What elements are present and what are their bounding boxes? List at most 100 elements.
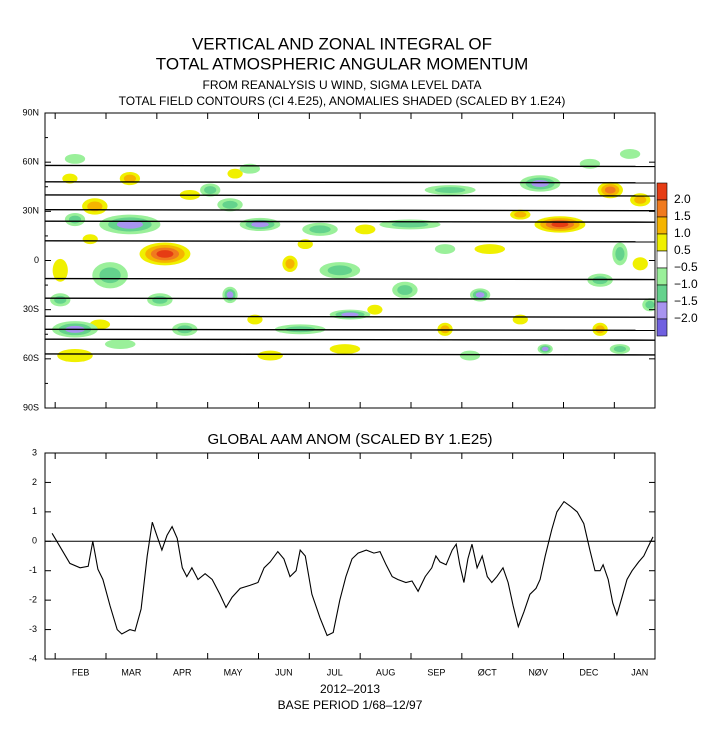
aam-line (51, 500, 654, 637)
subtitle: FROM REANALYSIS U WIND, SIGMA LEVEL DATA (203, 78, 482, 92)
anomaly-field (45, 149, 655, 363)
anomaly (512, 314, 528, 325)
anomaly (251, 221, 269, 228)
colorbar-bin (656, 267, 668, 286)
anomaly (156, 250, 174, 258)
x-tick-label: FEB (72, 667, 90, 677)
anomaly (341, 312, 359, 317)
y-tick-label: 1 (32, 506, 37, 516)
anomaly (327, 265, 353, 276)
colorbar-label: −0.5 (674, 260, 698, 274)
anomaly (116, 220, 143, 229)
anomaly (204, 186, 217, 194)
y-tick-label: 60N (22, 157, 39, 167)
anomaly (355, 224, 376, 235)
colorbar-bin (656, 284, 668, 303)
anomaly (474, 244, 506, 254)
y-tick-label: -2 (29, 595, 37, 605)
x-axis-label: 2012–2013 (320, 682, 380, 696)
anomaly (52, 258, 68, 282)
title: TOTAL ATMOSPHERIC ANGULAR MOMENTUM (156, 54, 528, 73)
contour-line (45, 328, 655, 332)
y-tick-label: 3 (32, 447, 37, 457)
contour-line (45, 164, 655, 168)
anomaly (87, 201, 103, 212)
anomaly (541, 346, 549, 352)
anomaly (62, 173, 78, 184)
anomaly (634, 195, 647, 204)
x-tick-label: NØV (528, 667, 548, 677)
contour-line (45, 181, 655, 184)
contour-line (45, 194, 655, 197)
x-tick-label: ØCT (478, 667, 498, 677)
y-tick-label: 30N (22, 206, 39, 216)
y-tick-label: 90N (22, 107, 39, 117)
contour-line (45, 220, 655, 223)
x-tick-label: SEP (427, 667, 445, 677)
anomaly (592, 276, 608, 285)
colorbar-label: 0.5 (674, 243, 691, 257)
colorbar-bin (656, 233, 668, 252)
contour-line (45, 297, 655, 300)
y-tick-label: 60S (23, 353, 39, 363)
anomaly (123, 174, 136, 183)
anomaly (226, 291, 234, 299)
colorbar-bin (656, 318, 668, 337)
colorbar-label: 2.0 (674, 192, 691, 206)
colorbar-label: −1.5 (674, 294, 698, 308)
y-tick-label: -3 (29, 624, 37, 634)
contour-line (45, 338, 655, 341)
y-tick-label: -4 (29, 653, 37, 663)
anomaly (475, 292, 485, 298)
x-tick-label: DEC (579, 667, 599, 677)
anomaly (434, 244, 456, 254)
y-tick-label: 30S (23, 304, 39, 314)
top-frame (44, 112, 656, 409)
anomaly (57, 349, 93, 363)
colorbar-bin (656, 199, 668, 218)
anomaly (104, 339, 136, 350)
subtitle: TOTAL FIELD CONTOURS (CI 4.E25), ANOMALI… (119, 94, 566, 108)
anomaly (309, 225, 331, 234)
panel-title: GLOBAL AAM ANOM (SCALED BY 1.E25) (207, 431, 492, 448)
contour-line (45, 353, 655, 356)
colorbar-bin (656, 250, 668, 269)
y-tick-label: -1 (29, 565, 37, 575)
x-tick-label: JUL (327, 667, 343, 677)
anomaly (459, 350, 481, 361)
anomaly (397, 285, 413, 295)
x-tick-label: JAN (631, 667, 648, 677)
anomaly (531, 179, 549, 187)
anomaly (285, 258, 295, 269)
anomaly (391, 221, 429, 228)
anomaly (99, 267, 121, 284)
anomaly (329, 344, 361, 354)
contour-line (45, 240, 655, 243)
x-tick-label: APR (173, 667, 192, 677)
anomaly (82, 234, 98, 245)
x-tick-label: AUG (376, 667, 396, 677)
contour-line (45, 277, 655, 281)
anomaly (595, 325, 605, 334)
anomaly (604, 186, 616, 194)
anomaly (579, 158, 601, 169)
contour-line (45, 208, 655, 212)
colorbar-bin (656, 216, 668, 235)
anomaly (619, 149, 641, 159)
anomaly (645, 300, 655, 309)
y-tick-label: 0 (34, 255, 39, 265)
x-tick-label: MAR (121, 667, 142, 677)
anomaly (222, 200, 238, 209)
anomaly (68, 215, 82, 224)
anomaly (434, 187, 466, 193)
x-tick-label: JUN (275, 667, 293, 677)
y-tick-label: 90S (23, 402, 39, 412)
title: VERTICAL AND ZONAL INTEGRAL OF (192, 34, 492, 53)
note: BASE PERIOD 1/68–12/97 (278, 698, 423, 712)
anomaly (227, 168, 243, 179)
colorbar-bin (656, 182, 668, 201)
anomaly (257, 350, 283, 361)
anomaly (514, 211, 527, 218)
anomaly (632, 257, 648, 271)
